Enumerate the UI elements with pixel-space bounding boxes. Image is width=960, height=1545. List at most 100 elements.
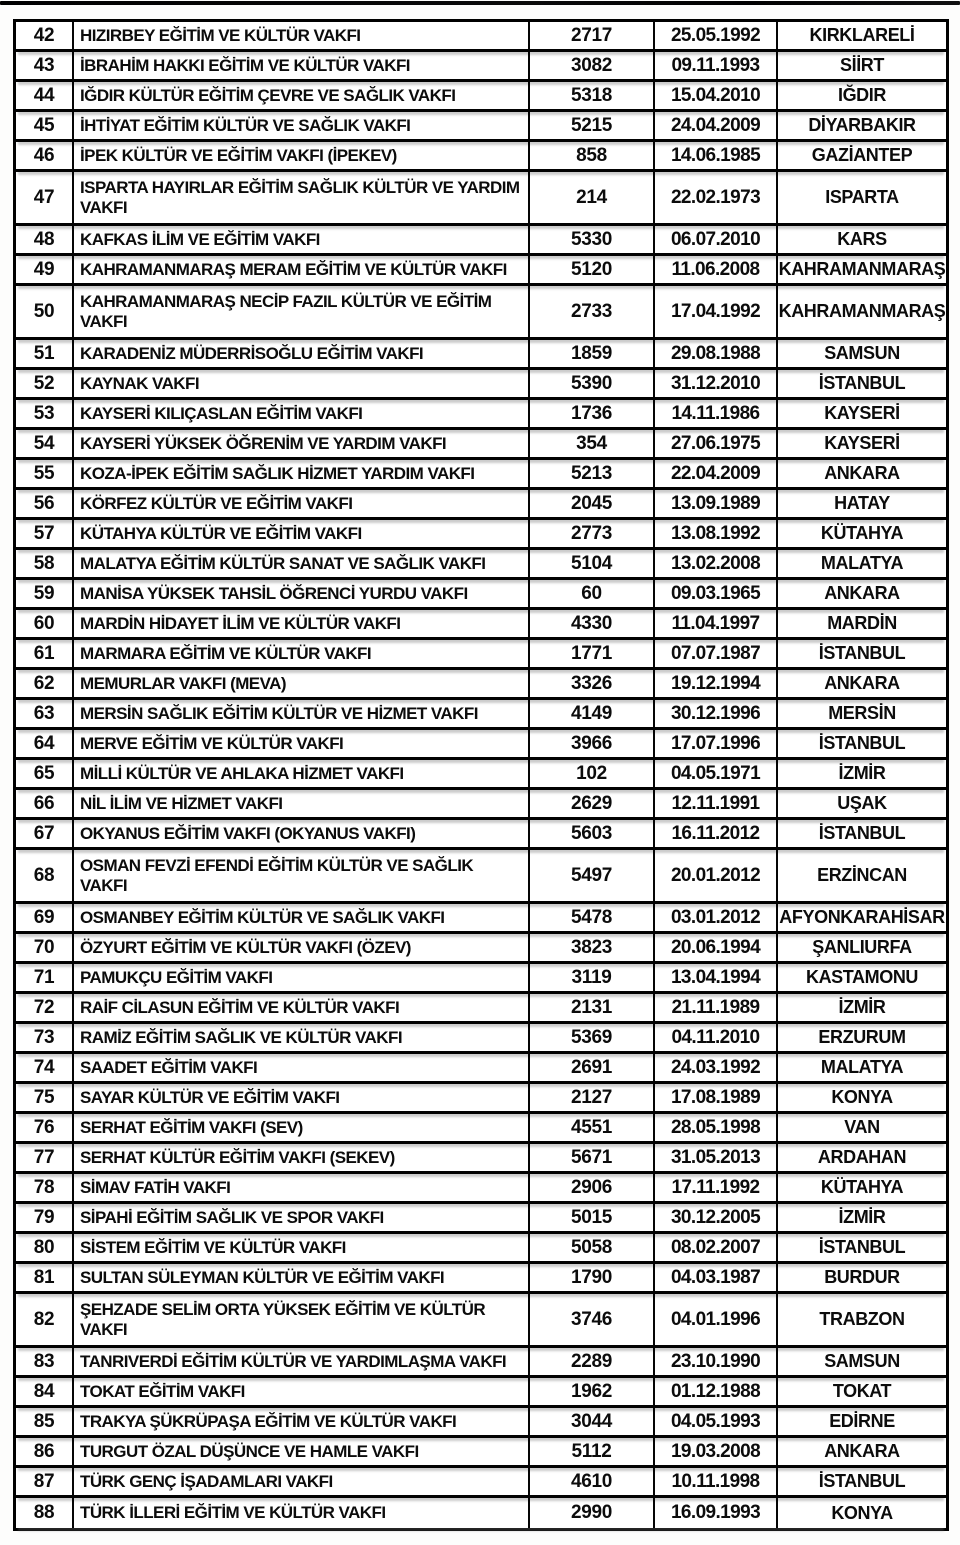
- row-number-cell: 71: [16, 964, 74, 991]
- row-number-cell: 79: [16, 1204, 74, 1231]
- registry-number-cell: 4610: [530, 1468, 655, 1495]
- foundation-name-cell: ŞEHZADE SELİM ORTA YÜKSEK EĞİTİM VE KÜLT…: [74, 1294, 530, 1345]
- city-cell: İSTANBUL: [818, 733, 906, 753]
- city-cell: KONYA: [831, 1502, 893, 1523]
- foundation-name-cell: İBRAHİM HAKKI EĞİTİM VE KÜLTÜR VAKFI: [74, 52, 530, 79]
- registry-number-cell: 3966: [530, 730, 655, 757]
- row-number-cell: 64: [16, 730, 74, 757]
- date-cell: 28.05.1998: [655, 1114, 778, 1141]
- table-row: 52 KAYNAK VAKFI 5390 31.12.2010 İSTANBUL: [16, 370, 946, 400]
- date-cell: 11.04.1997: [655, 610, 778, 637]
- date-cell: 17.11.1992: [655, 1174, 778, 1201]
- row-number-cell: 75: [16, 1084, 74, 1111]
- registry-number-cell: 3082: [530, 52, 655, 79]
- city-cell: ŞANLIURFA: [812, 937, 912, 957]
- foundation-name-cell: SERHAT KÜLTÜR EĞİTİM VAKFI (SEKEV): [74, 1144, 530, 1171]
- foundation-name-cell: KAHRAMANMARAŞ MERAM EĞİTİM VE KÜLTÜR VAK…: [74, 256, 530, 283]
- table-row: 50 KAHRAMANMARAŞ NECİP FAZIL KÜLTÜR VE EĞ…: [16, 286, 946, 340]
- table-row: 53 KAYSERİ KILIÇASLAN EĞİTİM VAKFI 1736 14.…: [16, 400, 946, 430]
- date-cell: 27.06.1975: [655, 430, 778, 457]
- table-row: 69 OSMANBEY EĞİTİM KÜLTÜR VE SAĞLIK VAKFI…: [16, 904, 946, 934]
- registry-number-cell: 5318: [530, 82, 655, 109]
- date-cell: 09.11.1993: [655, 52, 778, 79]
- date-cell: 11.06.2008: [655, 256, 778, 283]
- registry-number-cell: 1962: [530, 1378, 655, 1405]
- foundation-name-cell: ISPARTA HAYIRLAR EĞİTİM SAĞLIK KÜLTÜR VE…: [74, 172, 530, 223]
- city-cell: KAHRAMANMARAŞ: [778, 301, 946, 321]
- city-cell: İZMİR: [838, 997, 886, 1017]
- row-number-cell: 82: [16, 1294, 74, 1345]
- foundation-name-cell: OKYANUS EĞİTİM VAKFI (OKYANUS VAKFI): [74, 820, 530, 847]
- registry-number-cell: 5015: [530, 1204, 655, 1231]
- row-number-cell: 69: [16, 904, 74, 931]
- date-cell: 30.12.1996: [655, 700, 778, 727]
- city-cell: BURDUR: [824, 1267, 900, 1287]
- row-number-cell: 59: [16, 580, 74, 607]
- registry-number-cell: 3119: [530, 964, 655, 991]
- foundation-name-cell: MARDİN HİDAYET İLİM VE KÜLTÜR VAKFI: [74, 610, 530, 637]
- table-row: 71 PAMUKÇU EĞİTİM VAKFI 3119 13.04.1994 KAST…: [16, 964, 946, 994]
- date-cell: 14.11.1986: [655, 400, 778, 427]
- row-number-cell: 48: [16, 226, 74, 253]
- table-row: 43 İBRAHİM HAKKI EĞİTİM VE KÜLTÜR VAKFI 30…: [16, 52, 946, 82]
- date-cell: 19.12.1994: [655, 670, 778, 697]
- table-row: 61 MARMARA EĞİTİM VE KÜLTÜR VAKFI 1771 07.0…: [16, 640, 946, 670]
- table-row: 55 KOZA-İPEK EĞİTİM SAĞLIK HİZMET YARDIM …: [16, 460, 946, 490]
- date-cell: 22.04.2009: [655, 460, 778, 487]
- table-row: 68 OSMAN FEVZİ EFENDİ EĞİTİM KÜLTÜR VE SA…: [16, 850, 946, 904]
- row-number-cell: 81: [16, 1264, 74, 1291]
- foundation-name-cell: İHTİYAT EĞİTİM KÜLTÜR VE SAĞLIK VAKFI: [74, 112, 530, 139]
- city-cell: KASTAMONU: [805, 967, 919, 987]
- row-number-cell: 42: [16, 22, 74, 49]
- foundation-name-cell: HIZIRBEY EĞİTİM VE KÜLTÜR VAKFI: [74, 22, 530, 49]
- city-cell: MARDİN: [827, 613, 897, 633]
- date-cell: 04.11.2010: [655, 1024, 778, 1051]
- registry-number-cell: 5390: [530, 370, 655, 397]
- date-cell: 22.02.1973: [655, 172, 778, 223]
- city-cell: İSTANBUL: [818, 1471, 906, 1491]
- table-row: 74 SAADET EĞİTİM VAKFI 2691 24.03.1992 MALAT…: [16, 1054, 946, 1084]
- foundation-name-cell: MİLLİ KÜLTÜR VE AHLAKA HİZMET VAKFI: [74, 760, 530, 787]
- row-number-cell: 63: [16, 700, 74, 727]
- row-number-cell: 43: [16, 52, 74, 79]
- row-number-cell: 67: [16, 820, 74, 847]
- table-row: 86 TURGUT ÖZAL DÜŞÜNCE VE HAMLE VAKFI 5112…: [16, 1438, 946, 1468]
- foundation-name-cell: SULTAN SÜLEYMAN KÜLTÜR VE EĞİTİM VAKFI: [74, 1264, 530, 1291]
- city-cell: VAN: [844, 1117, 880, 1137]
- date-cell: 31.05.2013: [655, 1144, 778, 1171]
- table-row: 45 İHTİYAT EĞİTİM KÜLTÜR VE SAĞLIK VAKFI 5…: [16, 112, 946, 142]
- foundation-name-cell: İPEK KÜLTÜR VE EĞİTİM VAKFI (İPEKEV): [74, 142, 530, 169]
- foundation-name-cell: SAYAR KÜLTÜR VE EĞİTİM VAKFI: [74, 1084, 530, 1111]
- date-cell: 29.08.1988: [655, 340, 778, 367]
- table-row: 73 RAMİZ EĞİTİM SAĞLIK VE KÜLTÜR VAKFI 536…: [16, 1024, 946, 1054]
- city-cell: AFYONKARAHİSAR: [779, 907, 945, 927]
- row-number-cell: 44: [16, 82, 74, 109]
- table-row: 62 MEMURLAR VAKFI (MEVA) 3326 19.12.1994 ANK…: [16, 670, 946, 700]
- date-cell: 15.04.2010: [655, 82, 778, 109]
- table-row: 58 MALATYA EĞİTİM KÜLTÜR SANAT VE SAĞLIK …: [16, 550, 946, 580]
- foundation-name-cell: MEMURLAR VAKFI (MEVA): [74, 670, 530, 697]
- table-row: 59 MANİSA YÜKSEK TAHSİL ÖĞRENCİ YURDU VAK…: [16, 580, 946, 610]
- registry-number-cell: 5058: [530, 1234, 655, 1261]
- table-row: 49 KAHRAMANMARAŞ MERAM EĞİTİM VE KÜLTÜR V…: [16, 256, 946, 286]
- row-number-cell: 53: [16, 400, 74, 427]
- date-cell: 24.03.1992: [655, 1054, 778, 1081]
- city-cell: ISPARTA: [825, 187, 899, 207]
- table-row: 75 SAYAR KÜLTÜR VE EĞİTİM VAKFI 2127 17.08.…: [16, 1084, 946, 1114]
- foundation-name-cell: SİSTEM EĞİTİM VE KÜLTÜR VAKFI: [74, 1234, 530, 1261]
- date-cell: 19.03.2008: [655, 1438, 778, 1465]
- registry-number-cell: 5603: [530, 820, 655, 847]
- foundation-name-cell: TOKAT EĞİTİM VAKFI: [74, 1378, 530, 1405]
- city-cell: İSTANBUL: [818, 643, 906, 663]
- foundation-name-cell: MALATYA EĞİTİM KÜLTÜR SANAT VE SAĞLIK VA…: [74, 550, 530, 577]
- row-number-cell: 51: [16, 340, 74, 367]
- table-row: 64 MERVE EĞİTİM VE KÜLTÜR VAKFI 3966 17.07.…: [16, 730, 946, 760]
- table-row: 88 TÜRK İLLERİ EĞİTİM VE KÜLTÜR VAKFI 2990…: [16, 1498, 946, 1528]
- registry-number-cell: 5497: [530, 850, 655, 901]
- registry-number-cell: 3746: [530, 1294, 655, 1345]
- city-cell: HATAY: [834, 493, 890, 513]
- foundation-name-cell: KAYSERİ YÜKSEK ÖĞRENİM VE YARDIM VAKFI: [74, 430, 530, 457]
- registry-number-cell: 5330: [530, 226, 655, 253]
- date-cell: 14.06.1985: [655, 142, 778, 169]
- registry-number-cell: 5215: [530, 112, 655, 139]
